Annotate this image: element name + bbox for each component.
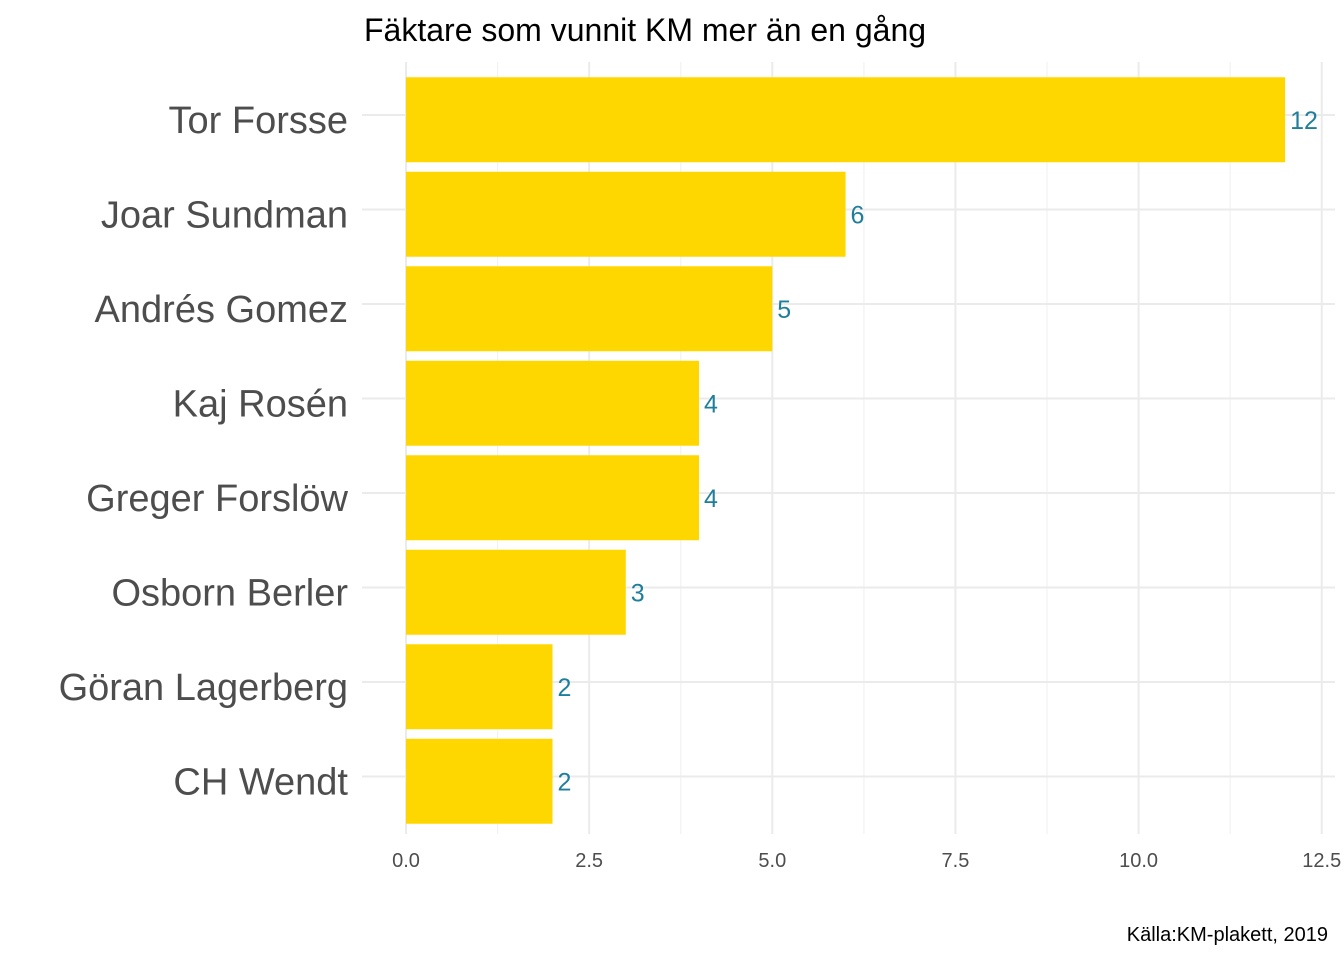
category-label: Tor Forsse	[169, 100, 348, 142]
value-labels: 12 6 5 4 4 3 2 2	[558, 107, 1318, 797]
chart-caption: Källa:KM-plakett, 2019	[1127, 924, 1328, 946]
bar	[406, 549, 626, 635]
bar	[406, 77, 1286, 163]
chart-title: Fäktare som vunnit KM mer än en gång	[364, 12, 926, 48]
x-tick-label: 5.0	[758, 850, 786, 872]
value-label: 12	[1290, 107, 1318, 135]
category-label: Kaj Rosén	[173, 383, 348, 425]
bar	[406, 266, 773, 352]
x-axis: 0.0 2.5 5.0 7.5 10.0 12.5	[392, 850, 1341, 872]
value-label: 2	[558, 768, 572, 796]
category-label: CH Wendt	[173, 761, 348, 803]
x-tick-label: 7.5	[942, 850, 970, 872]
value-label: 3	[631, 579, 645, 607]
x-tick-label: 10.0	[1119, 850, 1158, 872]
bar	[406, 360, 700, 446]
bar	[406, 644, 553, 730]
bar	[406, 455, 700, 541]
value-label: 5	[777, 296, 791, 324]
value-label: 2	[558, 674, 572, 702]
x-tick-label: 0.0	[392, 850, 420, 872]
bars	[406, 77, 1286, 824]
value-label: 4	[704, 485, 718, 513]
category-label: Greger Forslöw	[86, 478, 348, 520]
category-label: Göran Lagerberg	[59, 667, 348, 709]
category-label: Osborn Berler	[111, 572, 348, 614]
bar	[406, 171, 846, 257]
x-tick-label: 2.5	[575, 850, 603, 872]
category-axis: Tor Forsse Joar Sundman Andrés Gomez Kaj Ro…	[59, 100, 349, 804]
bar	[406, 738, 553, 824]
category-label: Andrés Gomez	[95, 289, 348, 331]
value-label: 4	[704, 390, 718, 418]
value-label: 6	[851, 201, 865, 229]
category-label: Joar Sundman	[101, 194, 348, 236]
x-tick-label: 12.5	[1302, 850, 1341, 872]
